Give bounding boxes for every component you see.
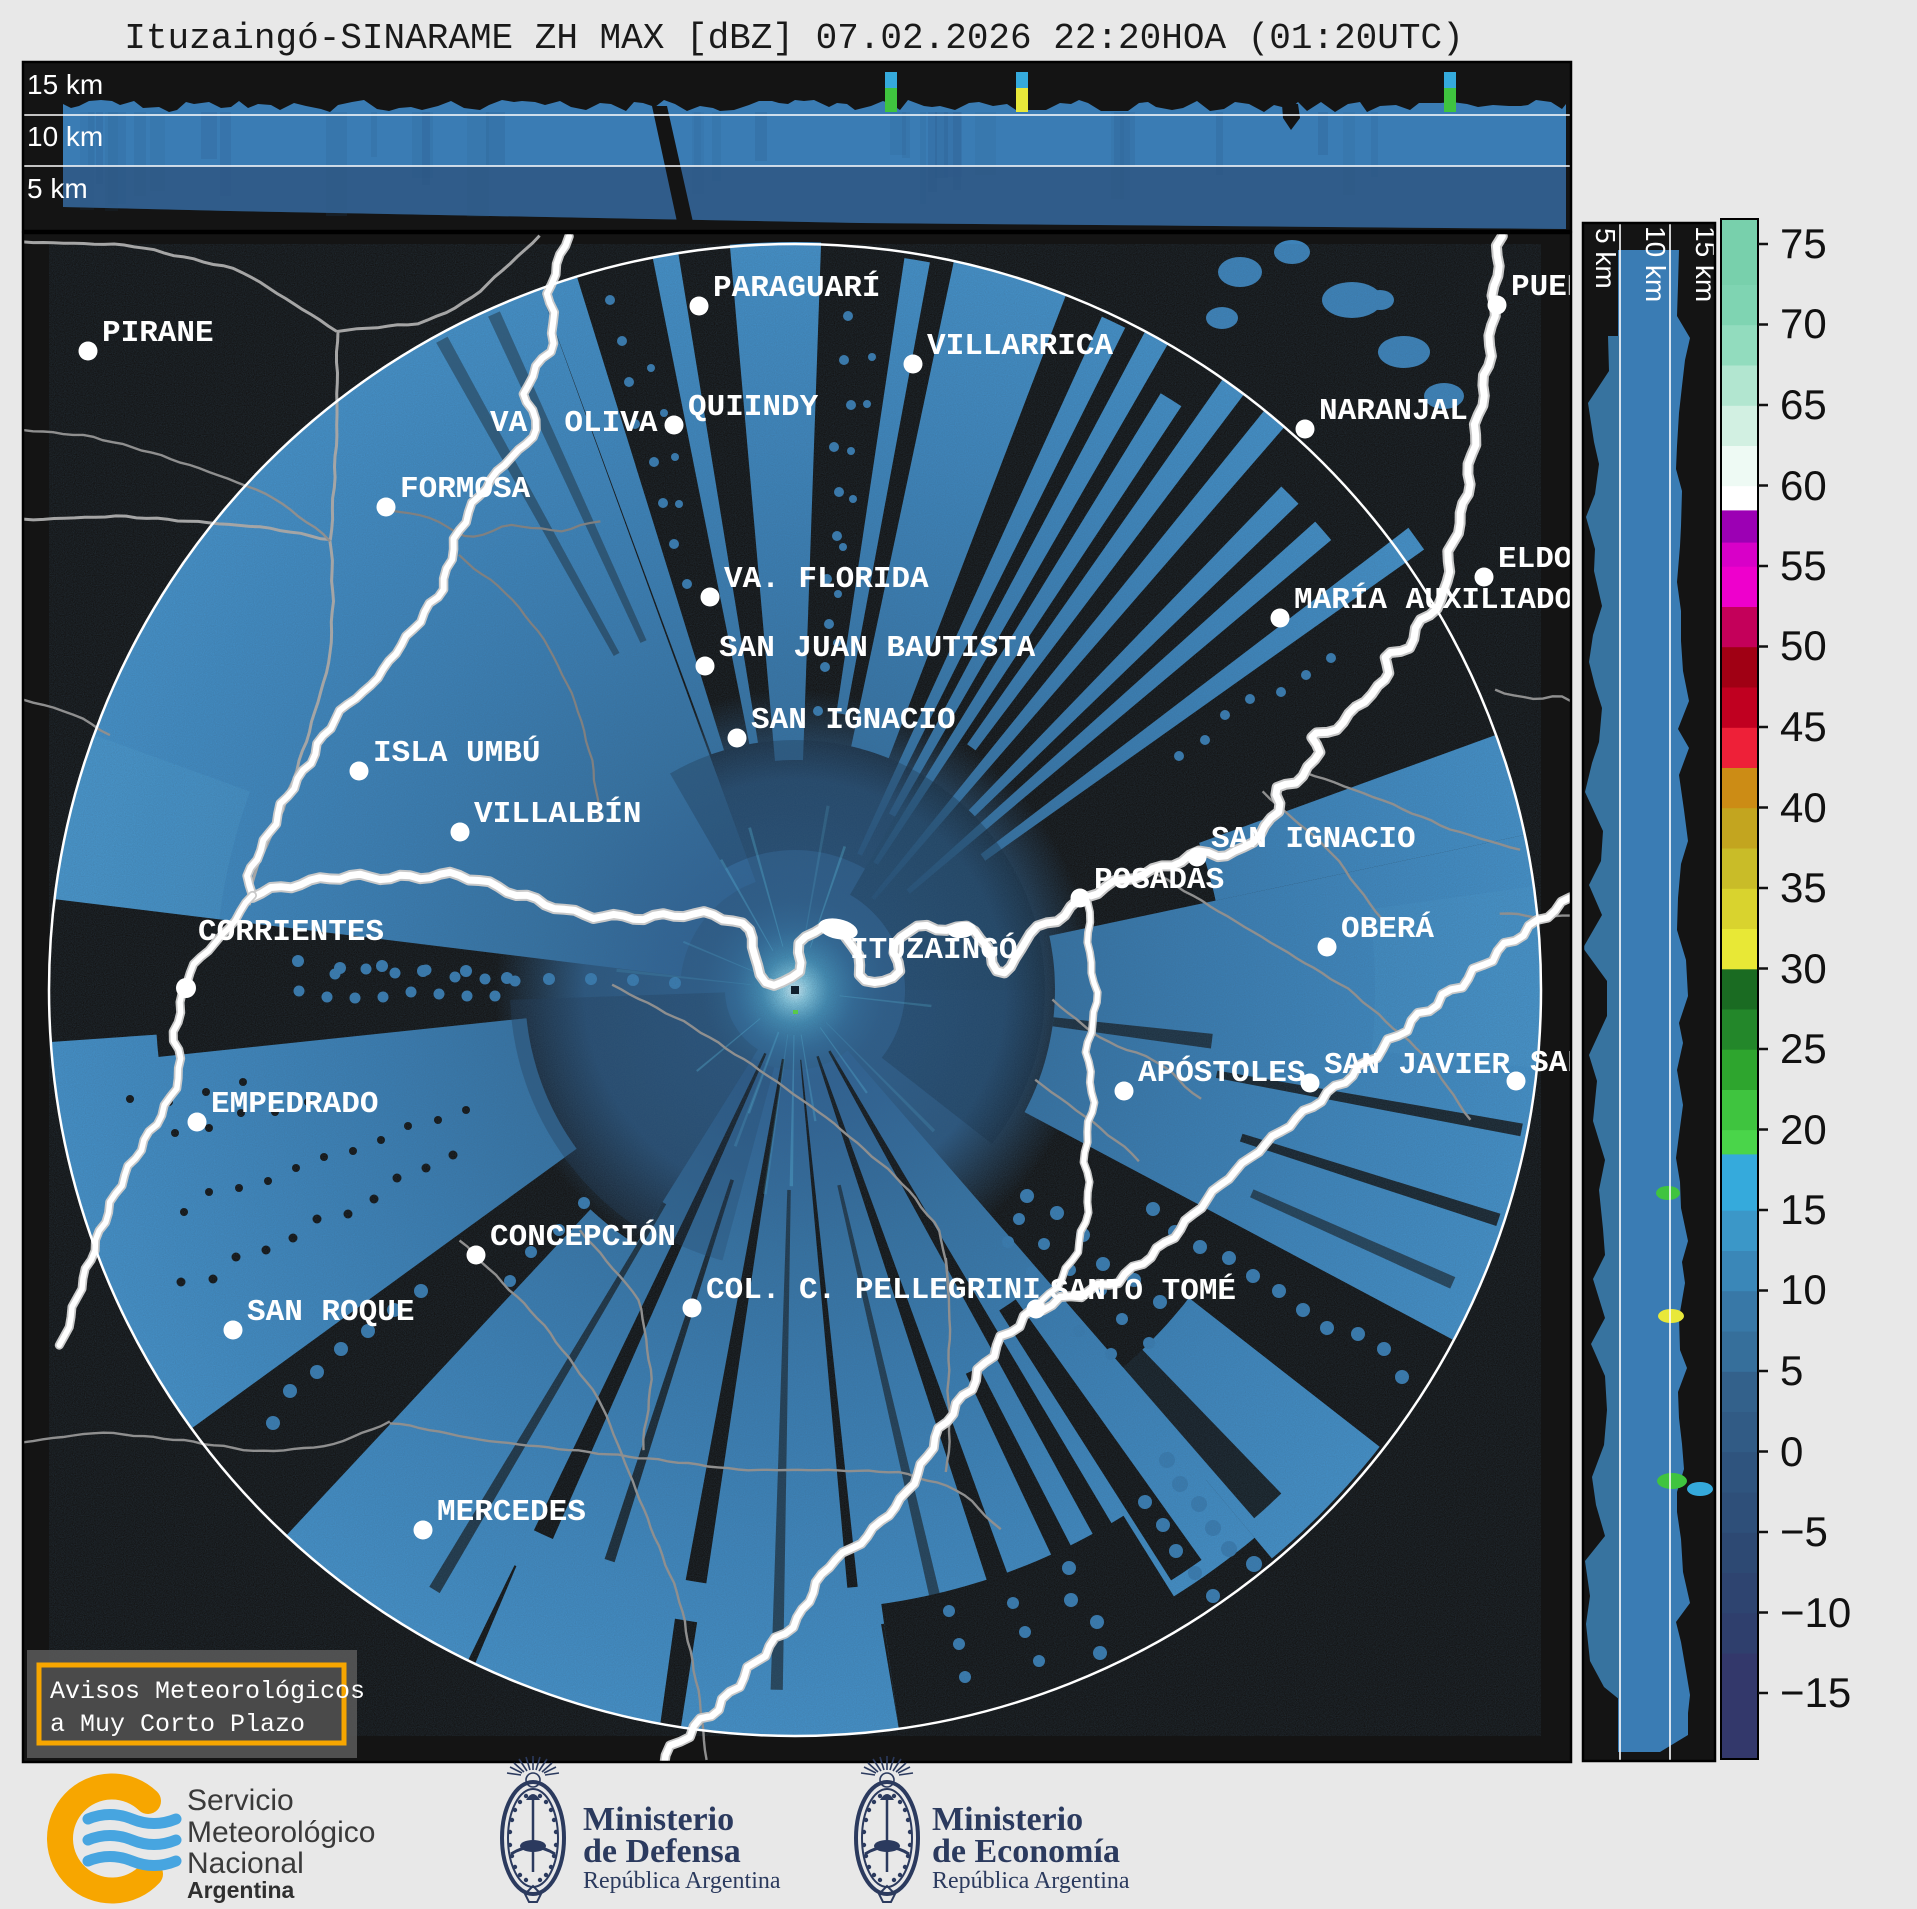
svg-text:MARÍA AUXILIADORA: MARÍA AUXILIADORA <box>1294 581 1611 618</box>
svg-text:50: 50 <box>1780 622 1827 669</box>
svg-text:10 km: 10 km <box>1640 226 1671 302</box>
svg-text:Avisos Meteorológicos: Avisos Meteorológicos <box>50 1677 365 1706</box>
svg-text:75: 75 <box>1780 220 1827 267</box>
svg-text:República Argentina: República Argentina <box>583 1868 781 1894</box>
svg-text:20: 20 <box>1780 1106 1827 1153</box>
svg-text:FORMOSA: FORMOSA <box>400 472 531 507</box>
svg-text:VILLALBÍN: VILLALBÍN <box>474 795 641 832</box>
svg-text:15: 15 <box>1780 1186 1827 1233</box>
svg-text:10: 10 <box>1780 1266 1827 1313</box>
svg-text:35: 35 <box>1780 864 1827 911</box>
svg-text:SAN JUAN BAUTISTA: SAN JUAN BAUTISTA <box>719 631 1036 666</box>
svg-text:ISLA UMBÚ: ISLA UMBÚ <box>373 734 540 771</box>
svg-text:MERCEDES: MERCEDES <box>437 1495 586 1530</box>
svg-text:Nacional: Nacional <box>187 1847 304 1880</box>
svg-text:SAN ROQUE: SAN ROQUE <box>247 1295 414 1330</box>
svg-text:SAN JAVIER: SAN JAVIER <box>1324 1048 1510 1083</box>
svg-text:PIRANE: PIRANE <box>102 316 214 351</box>
svg-text:45: 45 <box>1780 703 1827 750</box>
svg-text:APÓSTOLES: APÓSTOLES <box>1138 1054 1305 1091</box>
svg-text:QUIINDY: QUIINDY <box>688 390 819 425</box>
svg-text:65: 65 <box>1780 381 1827 428</box>
svg-text:SAN PEDRO: SAN PEDRO <box>1530 1046 1697 1081</box>
svg-text:de Economía: de Economía <box>932 1833 1120 1870</box>
svg-text:5: 5 <box>1780 1347 1803 1394</box>
svg-text:Meteorológico: Meteorológico <box>187 1816 375 1849</box>
svg-text:70: 70 <box>1780 300 1827 347</box>
svg-text:−10: −10 <box>1780 1589 1851 1636</box>
svg-text:15 km: 15 km <box>27 69 103 100</box>
svg-text:OBERÁ: OBERÁ <box>1341 910 1434 947</box>
svg-text:NARANJAL: NARANJAL <box>1319 394 1468 429</box>
svg-text:60: 60 <box>1780 462 1827 509</box>
svg-text:Ministerio: Ministerio <box>932 1801 1083 1838</box>
svg-text:SAN IGNACIO: SAN IGNACIO <box>1211 822 1416 857</box>
svg-text:55: 55 <box>1780 542 1827 589</box>
svg-text:10 km: 10 km <box>27 121 103 152</box>
svg-text:de Defensa: de Defensa <box>583 1833 741 1870</box>
svg-text:VILLARRICA: VILLARRICA <box>927 329 1113 364</box>
svg-text:PUERTO: PUERTO <box>1511 270 1623 305</box>
svg-text:CONCEPCIÓN: CONCEPCIÓN <box>490 1218 676 1255</box>
svg-text:30: 30 <box>1780 945 1827 992</box>
svg-text:25: 25 <box>1780 1025 1827 1072</box>
svg-text:ITUZAINGÓ: ITUZAINGÓ <box>850 931 1017 968</box>
svg-text:PARAGUARÍ: PARAGUARÍ <box>713 269 880 306</box>
svg-text:COL. C. PELLEGRINI: COL. C. PELLEGRINI <box>706 1273 1041 1308</box>
svg-text:−5: −5 <box>1780 1508 1828 1555</box>
svg-text:SAN IGNACIO: SAN IGNACIO <box>751 703 956 738</box>
svg-text:VA. FLORIDA: VA. FLORIDA <box>724 562 929 597</box>
svg-text:VA. OLIVA: VA. OLIVA <box>490 406 658 441</box>
svg-text:República Argentina: República Argentina <box>932 1868 1130 1894</box>
svg-text:a Muy Corto Plazo: a Muy Corto Plazo <box>50 1710 305 1739</box>
svg-text:15 km: 15 km <box>1690 226 1721 302</box>
svg-text:ELDORADO: ELDORADO <box>1498 542 1647 577</box>
svg-text:5 km: 5 km <box>1590 228 1621 289</box>
svg-text:EMPEDRADO: EMPEDRADO <box>211 1087 378 1122</box>
svg-text:−15: −15 <box>1780 1669 1851 1716</box>
svg-text:Ministerio: Ministerio <box>583 1801 734 1838</box>
svg-text:Ituzaingó-SINARAME ZH MAX [dBZ: Ituzaingó-SINARAME ZH MAX [dBZ] 07.02.20… <box>124 18 1463 59</box>
svg-text:POSADAS: POSADAS <box>1094 863 1224 898</box>
svg-text:Argentina: Argentina <box>187 1877 295 1903</box>
svg-text:0: 0 <box>1780 1428 1803 1475</box>
svg-text:40: 40 <box>1780 784 1827 831</box>
svg-text:5 km: 5 km <box>27 173 88 204</box>
svg-text:SANTO TOMÉ: SANTO TOMÉ <box>1050 1272 1236 1309</box>
svg-text:CORRIENTES: CORRIENTES <box>198 915 384 950</box>
svg-text:Servicio: Servicio <box>187 1784 294 1817</box>
